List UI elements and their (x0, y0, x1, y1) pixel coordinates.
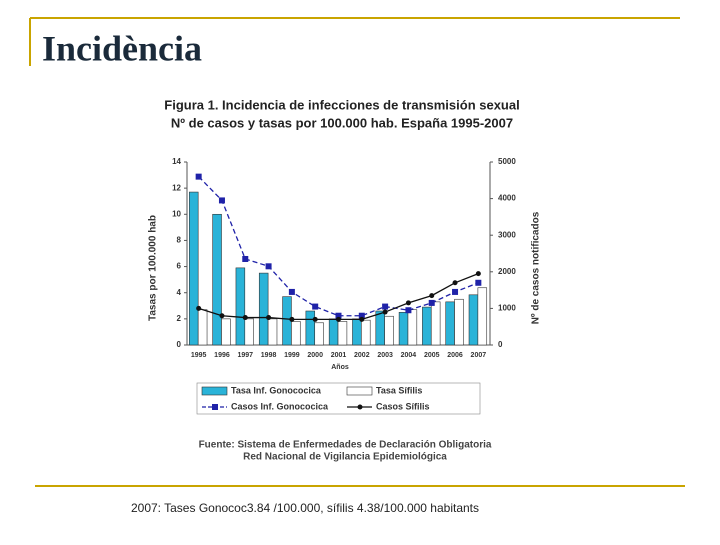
line-marker (288, 288, 295, 295)
line-marker (452, 280, 458, 286)
line-marker (218, 197, 225, 204)
legend-swatch (212, 404, 218, 410)
line-marker (195, 173, 202, 180)
line-marker (242, 255, 249, 262)
bar (337, 321, 348, 346)
bar (305, 310, 316, 346)
y-tick-label: 4 (177, 288, 182, 297)
line-marker (312, 316, 318, 322)
bar (477, 287, 488, 346)
legend-label: Tasa Sífilis (376, 385, 422, 395)
legend-label: Tasa Inf. Gonococica (231, 385, 322, 395)
line-marker (359, 316, 365, 322)
y2-tick-label: 4000 (498, 194, 516, 203)
line-marker (382, 303, 389, 310)
bar (235, 267, 246, 346)
y-tick-label: 0 (177, 340, 182, 349)
bar (468, 294, 479, 346)
line-marker (242, 315, 248, 321)
source: Red Nacional de Vigilancia Epidemiológic… (243, 452, 447, 463)
bar (422, 306, 432, 346)
bar (407, 309, 418, 346)
y2-tick-label: 2000 (498, 267, 516, 276)
legend-swatch (357, 404, 363, 410)
line-marker (335, 312, 342, 319)
line-marker (428, 299, 435, 306)
bar (375, 310, 385, 346)
line-marker (266, 315, 272, 321)
legend-label: Casos Inf. Gonococica (231, 401, 329, 411)
y2-tick-label: 0 (498, 340, 503, 349)
bar (445, 301, 455, 346)
y-tick-label: 6 (177, 262, 182, 271)
x-tick-label: 2001 (331, 352, 347, 359)
y-tick-label: 12 (172, 183, 181, 192)
bar (352, 318, 362, 346)
x-tick-label: 1998 (261, 352, 277, 359)
y-tick-label: 10 (172, 209, 181, 218)
source: Fuente: Sistema de Enfermedades de Decla… (199, 440, 492, 451)
x-tick-label: 2003 (377, 352, 393, 359)
line-marker (405, 300, 411, 306)
line-marker (405, 307, 412, 314)
y-tick-label: 8 (177, 236, 182, 245)
bar (454, 298, 464, 346)
x-axis-label: Años (331, 364, 349, 371)
legend-box (196, 382, 481, 415)
line-marker (382, 309, 388, 315)
y2-tick-label: 3000 (498, 230, 516, 239)
line-marker (358, 312, 365, 319)
bar (189, 191, 199, 346)
bar (328, 318, 339, 346)
line-marker (336, 316, 341, 322)
bar (244, 318, 254, 346)
bar (258, 272, 269, 346)
x-tick-label: 2002 (354, 352, 370, 359)
y-tick-label: 14 (172, 157, 181, 166)
bar (430, 301, 441, 346)
footer: 2007: Tases Gonococ3.84 /100.000, sífili… (131, 501, 479, 515)
line-marker (196, 305, 202, 311)
chart-subtitle: Nº de casos y tasas por 100.000 hab. Esp… (171, 115, 513, 130)
slide-title: Incidència (42, 28, 202, 68)
x-tick-label: 2006 (447, 352, 463, 359)
x-tick-label: 2004 (401, 352, 417, 359)
line-marker (219, 313, 225, 319)
line-marker (475, 279, 482, 286)
y2-axis-label: Nº de casos notificados (531, 211, 542, 324)
line-marker (475, 271, 481, 277)
bar (384, 315, 394, 346)
bar (197, 309, 208, 346)
y-axis-label: Tasas por 100.000 hab (148, 215, 159, 321)
x-tick-label: 2007 (471, 352, 487, 359)
bar (398, 312, 409, 346)
chart-title: Figura 1. Incidencia de infecciones de t… (164, 97, 519, 112)
bar (212, 213, 222, 346)
x-tick-label: 1997 (237, 352, 253, 359)
bar (221, 318, 231, 346)
x-tick-label: 1999 (284, 352, 300, 359)
y-tick-label: 2 (177, 314, 182, 323)
bar (361, 319, 371, 346)
y2-tick-label: 5000 (498, 157, 516, 166)
bar (267, 318, 278, 346)
bar (291, 321, 301, 346)
x-tick-label: 1996 (214, 352, 230, 359)
legend-label: Casos Sífilis (376, 401, 430, 411)
legend-swatch (201, 386, 228, 396)
legend-swatch (346, 386, 373, 396)
line-marker (429, 293, 435, 299)
line-marker (289, 316, 295, 322)
bar (314, 322, 324, 346)
x-tick-label: 1995 (191, 352, 207, 359)
y2-tick-label: 1000 (498, 304, 516, 313)
x-tick-label: 2000 (307, 352, 323, 359)
x-tick-label: 2005 (424, 352, 440, 359)
line-marker (265, 263, 272, 270)
line-marker (452, 288, 459, 295)
line-marker (312, 303, 319, 310)
